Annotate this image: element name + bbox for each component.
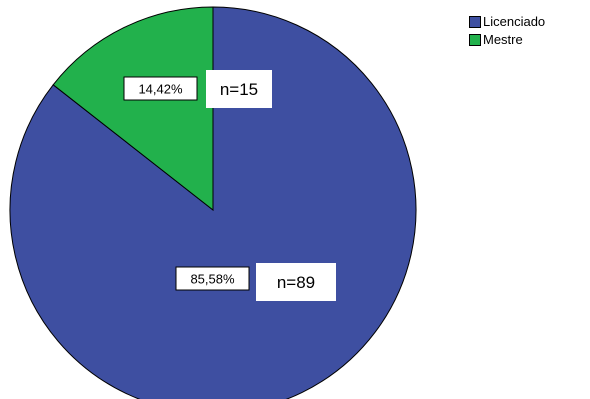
legend-label-licenciado: Licenciado xyxy=(483,14,546,29)
legend-item-licenciado: Licenciado xyxy=(469,13,545,31)
count-label-box-licenciado xyxy=(256,263,336,301)
percent-label-box-licenciado xyxy=(175,266,250,291)
count-label-box-mestre xyxy=(206,70,272,108)
pie-slices xyxy=(9,6,417,399)
legend-swatch-mestre xyxy=(469,34,481,46)
legend-item-mestre: Mestre xyxy=(469,31,545,49)
count-label-licenciado: n=89 xyxy=(277,273,315,292)
legend-swatch-licenciado xyxy=(469,16,481,28)
percent-label-licenciado: 85,58% xyxy=(190,272,235,287)
legend: Licenciado Mestre xyxy=(469,13,545,49)
legend-label-mestre: Mestre xyxy=(483,32,523,47)
percent-label-mestre: 14,42% xyxy=(138,82,183,97)
percent-label-box-mestre xyxy=(123,76,198,101)
pie-slice-mestre xyxy=(52,6,214,212)
count-label-mestre: n=15 xyxy=(220,80,258,99)
pie-labels: 85,58% n=89 14,42% n=15 xyxy=(123,70,336,301)
